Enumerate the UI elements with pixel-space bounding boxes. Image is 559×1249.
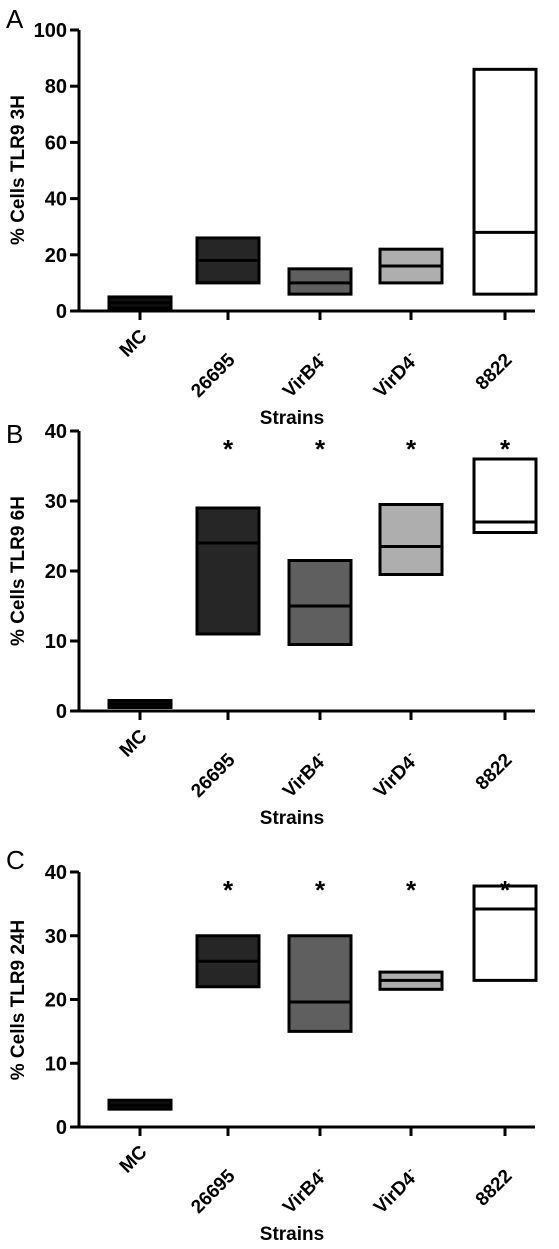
panel-b-box-2	[195, 506, 261, 636]
panel-a-y-tick-label: 80	[45, 76, 67, 98]
panel-b-y-tick-label: 10	[45, 631, 67, 653]
panel-a-x-tick-label: VirB4-	[277, 348, 332, 403]
panel-b-x-tick-label: VirB4-	[277, 748, 332, 803]
panel-c-x-tick-label: VirB4-	[277, 1164, 332, 1219]
panel-a-y-tick-label: 0	[56, 301, 67, 323]
panel-c-y-tick-label: 30	[45, 926, 67, 948]
panel-c-significance-2: *	[223, 875, 234, 905]
panel-a-y-tick-label: 60	[45, 132, 67, 154]
panel-c-x-tick-label: MC	[116, 1141, 152, 1177]
panel-a-x-axis-title: Strains	[260, 408, 324, 429]
panel-b-y-tick-label: 20	[45, 561, 67, 583]
panel-b-significance-5: *	[500, 434, 511, 464]
panel-a-x-tick-label: VirD4-	[368, 348, 423, 403]
panel-a-letter: A	[6, 4, 24, 34]
panel-c-y-tick-label: 0	[56, 1117, 67, 1139]
panel-b-y-axis-title: % Cells TLR9 6H	[8, 496, 29, 646]
panel-c-box-3	[287, 934, 353, 1033]
panel-b-y-tick-label: 0	[56, 701, 67, 723]
panel-b-x-tick-label: VirD4-	[368, 748, 423, 803]
panel-c-x-tick-label: 8822	[472, 1166, 517, 1211]
panel-c-y-tick-label: 20	[45, 990, 67, 1012]
panel-b-significance-2: *	[223, 434, 234, 464]
panel-b-box-5	[472, 457, 538, 534]
panel-c-x-axis-title: Strains	[260, 1224, 324, 1245]
panel-c-letter: C	[6, 845, 25, 875]
panel-a-y-tick-label: 100	[34, 20, 67, 42]
panel-a-x-tick-label: 8822	[472, 350, 517, 395]
panel-a-x-tick-label: 26695	[187, 349, 240, 402]
panel-b-x-axis-title: Strains	[260, 808, 324, 829]
panel-c-x-tick-label: VirD4-	[368, 1164, 423, 1219]
panel-c-y-tick-label: 10	[45, 1053, 67, 1075]
panel-b-x-tick-label: 26695	[187, 749, 240, 802]
panel-b-box-3	[287, 559, 353, 646]
panel-b-box-4	[378, 503, 444, 576]
panel-b-x-tick-label: MC	[116, 725, 152, 761]
panel-c-x-tick-label: 26695	[187, 1165, 240, 1218]
panel-a-y-tick-label: 20	[45, 245, 67, 267]
panel-b-x-tick-label: 8822	[472, 750, 517, 795]
panel-a-y-axis-title: % Cells TLR9 3H	[8, 95, 29, 245]
panel-c-significance-5: *	[500, 875, 511, 905]
panel-c-box-5	[472, 884, 538, 982]
panel-c-y-axis-title: % Cells TLR9 24H	[8, 920, 29, 1081]
panel-a-box-5	[472, 67, 538, 296]
panel-c-significance-4: *	[406, 875, 417, 905]
panel-b-significance-3: *	[315, 434, 326, 464]
panel-c-y-tick-label: 40	[45, 862, 67, 884]
panel-c-significance-3: *	[315, 875, 326, 905]
panel-a-y-tick-label: 40	[45, 189, 67, 211]
panel-b-y-tick-label: 30	[45, 491, 67, 513]
panel-a-x-tick-label: MC	[116, 325, 152, 361]
panel-b-letter: B	[6, 419, 23, 449]
panel-b-significance-4: *	[406, 434, 417, 464]
panel-b-y-tick-label: 40	[45, 421, 67, 443]
